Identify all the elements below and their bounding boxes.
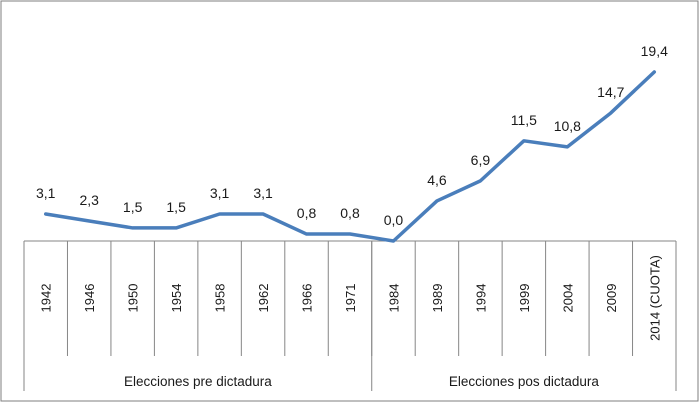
x-tick-label: 2014 (CUOTA) [647,255,662,341]
data-label: 4,6 [427,172,447,188]
x-tick-label: 1942 [39,284,54,313]
group-label: Elecciones pre dictadura [124,374,272,389]
group-label: Elecciones pos dictadura [449,374,600,389]
data-label: 2,3 [79,192,99,208]
data-label: 1,5 [123,199,143,215]
data-label: 0,8 [340,205,360,221]
data-label: 3,1 [210,185,230,201]
category-axis: Elecciones pre dictadura Elecciones pos d… [23,240,677,391]
x-tick-label: 2009 [604,284,619,313]
data-label: 1,5 [166,199,186,215]
series-layer [43,70,657,243]
data-label: 10,8 [554,118,581,134]
x-tick-label: 1984 [386,284,401,313]
data-label-layer: 3,1 2,3 1,5 1,5 3,1 3,1 0,8 0,8 0,0 4,6 6,9 11,5 10,… [36,43,668,228]
x-tick-label: 1966 [300,284,315,313]
data-label: 3,1 [36,185,56,201]
x-tick-label: 2004 [560,284,575,313]
data-label: 6,9 [471,152,491,168]
x-tick-label: 1971 [343,284,358,313]
x-tick-label: 1954 [169,284,184,313]
data-label: 0,8 [297,205,317,221]
x-tick-label: 1994 [473,284,488,313]
data-label: 19,4 [641,43,668,59]
x-tick-label: 1958 [213,284,228,313]
x-tick-label: 1962 [256,284,271,313]
x-tick-label: 1999 [517,284,532,313]
data-label: 11,5 [511,112,537,128]
series-line [43,70,657,243]
data-label: 0,0 [384,212,404,228]
x-tick-label: 1950 [126,284,141,313]
x-tick-label: 1989 [430,284,445,313]
data-label: 14,7 [597,84,624,100]
data-label: 3,1 [253,185,273,201]
x-tick-label: 1946 [82,284,97,313]
